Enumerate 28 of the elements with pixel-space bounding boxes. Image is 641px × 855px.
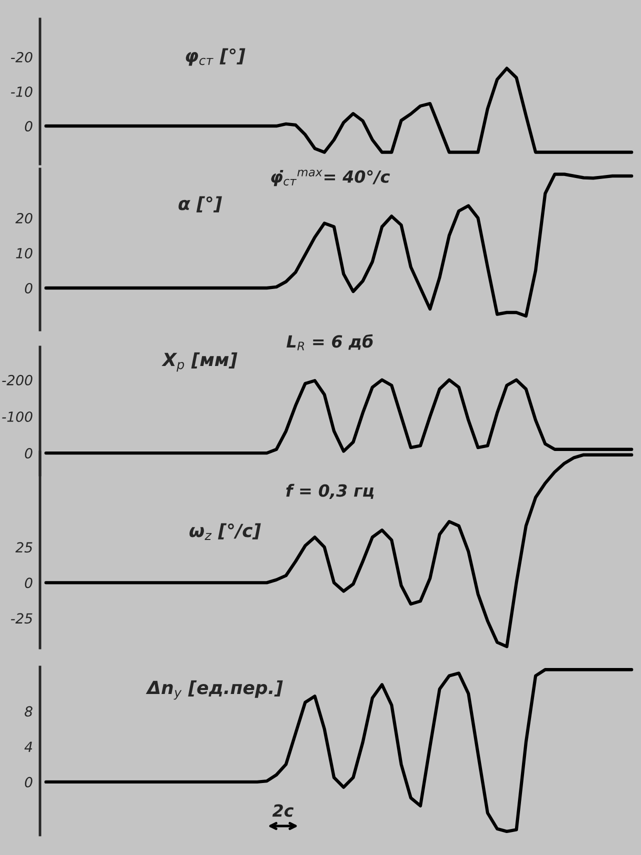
y-tick-label: -20 xyxy=(10,52,32,62)
line-series xyxy=(44,378,634,455)
line-series xyxy=(44,66,634,154)
y-tick-label: 0 xyxy=(24,282,32,294)
y-tick-label: 0 xyxy=(24,120,32,132)
y-tick-label: 0 xyxy=(24,578,32,588)
annotation: φ̇$_{ст}$$^{max}$= 40°/с xyxy=(271,170,390,186)
y-axis-title: X$_{р}$ [мм] xyxy=(162,352,238,372)
y-axis-title: ω$_{z}$ [°/с] xyxy=(189,523,261,540)
y-tick-label: -100 xyxy=(2,411,32,422)
y-tick-label: 25 xyxy=(15,542,32,553)
annotation: 2с xyxy=(272,804,294,817)
y-axis-title: φ$_{ст}$ [°] xyxy=(186,48,246,66)
y-tick-label: 4 xyxy=(24,742,32,752)
y-tick-label: 8 xyxy=(24,706,32,717)
y-tick-label: -25 xyxy=(10,613,32,624)
annotation: f = 0,3 гц xyxy=(286,484,374,499)
y-tick-label: 20 xyxy=(15,212,32,224)
y-tick-label: 0 xyxy=(24,448,32,459)
line-series xyxy=(44,453,634,648)
annotation: L$_{R}$ = 6 дб xyxy=(286,334,373,350)
y-tick-label: -10 xyxy=(10,86,32,97)
y-axis-title: α [°] xyxy=(178,196,222,212)
y-tick-label: -200 xyxy=(2,374,32,386)
line-series xyxy=(44,668,634,834)
y-tick-label: 0 xyxy=(24,776,32,788)
y-axis-title: Δn$_{y}$ [ед.пер.] xyxy=(146,680,283,700)
y-tick-label: 10 xyxy=(16,248,32,258)
